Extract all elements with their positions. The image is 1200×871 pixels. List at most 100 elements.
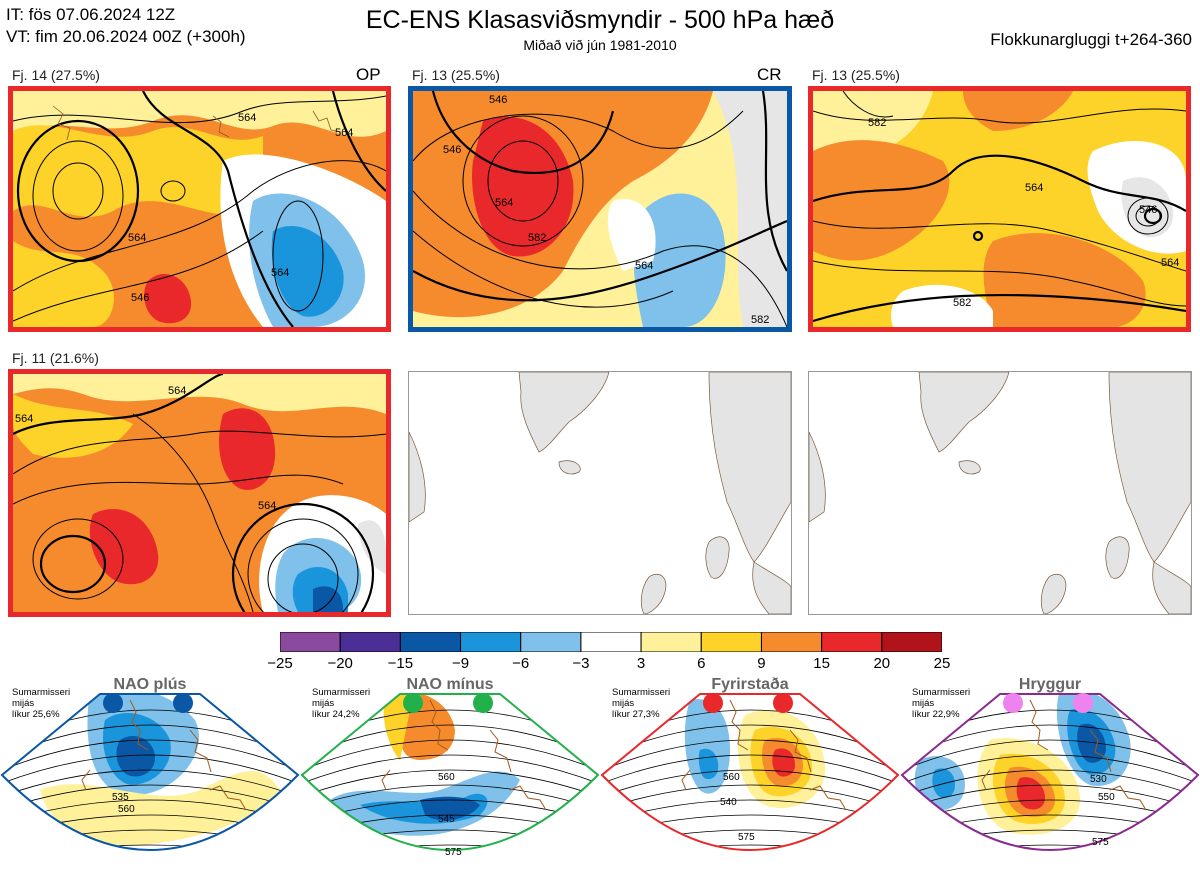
- anomaly-shading: [1067, 709, 1116, 775]
- cluster-map-4: 564 564 564: [8, 369, 391, 617]
- height-contour: [302, 769, 598, 798]
- colorbar-tick-label: −25: [267, 655, 293, 672]
- height-contour: [302, 829, 598, 850]
- height-contour: [602, 754, 898, 785]
- anomaly-shading: [1004, 766, 1055, 817]
- height-contour: [602, 739, 898, 772]
- regime-name: NAO plús: [113, 676, 187, 693]
- anomaly-shading: [102, 712, 171, 785]
- contour-label: 564: [15, 413, 33, 425]
- contour-label: 582: [953, 297, 971, 309]
- empty-map-5-graphic: [409, 372, 791, 614]
- height-contour: [602, 814, 898, 837]
- header-info: IT: fös 07.06.2024 12Z VT: fim 20.06.202…: [6, 4, 246, 48]
- anomaly-shading: [420, 796, 480, 821]
- it-line: IT: fös 07.06.2024 12Z: [6, 5, 176, 24]
- height-contour: [2, 724, 298, 759]
- height-contour: [902, 814, 1198, 837]
- panel-1-tag: OP: [356, 65, 381, 84]
- colorbar-swatch: [760, 631, 823, 653]
- contour-label: 582: [751, 314, 769, 326]
- contour-label: 564: [1025, 182, 1043, 194]
- anomaly-shading: [772, 748, 795, 777]
- height-contour: [2, 829, 298, 850]
- regime-dot: [173, 693, 193, 713]
- regime-dot: [473, 693, 493, 713]
- cluster-map-3: 582 564 546 564 582: [808, 86, 1191, 332]
- colorbar-tick-label: 6: [697, 655, 706, 672]
- panel-2-label: Fj. 13 (25.5%): [412, 67, 500, 83]
- regime-contour-label: 550: [1098, 792, 1115, 803]
- anomaly-shading: [750, 726, 813, 797]
- height-contour: [902, 739, 1198, 772]
- anomaly-shading: [1012, 850, 1045, 863]
- anomaly-shading: [360, 793, 488, 824]
- panel-2-tag: CR: [757, 65, 782, 84]
- height-contour: [902, 784, 1198, 811]
- cluster-map-1-graphic: 546 564 564 564 564: [13, 91, 386, 327]
- height-contour: [2, 754, 298, 785]
- contour-label: 564: [168, 385, 186, 397]
- anomaly-shading: [1016, 777, 1045, 810]
- height-contour: [302, 844, 598, 850]
- contour-label: 564: [335, 127, 353, 139]
- height-contour: [902, 769, 1198, 798]
- regime-contour-label: 530: [1090, 774, 1107, 785]
- regime-info-line: mijás: [12, 698, 35, 709]
- anomaly-shading: [1077, 723, 1106, 763]
- height-contour: [2, 784, 298, 811]
- anomaly-shading: [914, 756, 965, 811]
- height-contour: [602, 769, 898, 798]
- colorbar-tick-label: 3: [636, 655, 646, 672]
- colorbar-tick-label: 25: [933, 655, 951, 672]
- panel-3-label: Fj. 13 (25.5%): [812, 67, 900, 83]
- regime-contour-label: 545: [438, 814, 455, 825]
- anomaly-shading: [383, 694, 412, 760]
- regime-dot: [1003, 693, 1023, 713]
- height-contour: [302, 814, 598, 837]
- anomaly-shading: [116, 736, 155, 777]
- contour-label: 546: [131, 292, 149, 304]
- cluster-map-1: 546 564 564 564 564: [8, 86, 391, 332]
- contour-label: 546: [489, 94, 507, 106]
- colorbar-swatch: [881, 631, 943, 653]
- colorbar-swatch: [279, 631, 341, 653]
- height-contour: [302, 724, 598, 759]
- page-title: EC-ENS Klasasviðsmyndir - 500 hPa hæð: [365, 6, 835, 34]
- contour-label: 582: [868, 117, 886, 129]
- panel-4-label: Fj. 11 (21.6%): [12, 350, 99, 366]
- regime-dot: [103, 693, 123, 713]
- regime-info-line: líkur 25,6%: [12, 709, 60, 720]
- cluster-map-4-graphic: 564 564 564: [13, 374, 386, 612]
- contour-label: 582: [528, 232, 546, 244]
- height-contour: [302, 784, 598, 811]
- anomaly-shading: [698, 748, 719, 780]
- colorbar: [279, 631, 943, 653]
- colorbar-swatch: [339, 631, 401, 653]
- coastline: [981, 699, 1147, 811]
- contour-label: 564: [128, 232, 146, 244]
- regime-info: Sumarmisseri mijás líkur 22,9%: [912, 687, 970, 720]
- regime-info-line: líkur 27,3%: [612, 709, 660, 720]
- colorbar-swatch: [580, 631, 642, 653]
- height-contour: [2, 844, 298, 850]
- regime-info-line: Sumarmisseri: [912, 687, 971, 698]
- regime-info-line: líkur 24,2%: [312, 709, 360, 720]
- regime-info-line: Sumarmisseri: [612, 687, 671, 698]
- coastline: [81, 699, 247, 811]
- contour-label: 546: [1139, 204, 1157, 216]
- contour-label: 564: [635, 260, 653, 272]
- colorbar-swatch: [460, 631, 522, 653]
- contour-label: 564: [238, 112, 256, 124]
- colorbar-tick-label: −15: [387, 655, 414, 672]
- height-contour: [2, 799, 298, 824]
- colorbar-swatch: [640, 631, 702, 653]
- regime-contour-label: 535: [112, 792, 129, 803]
- height-contour: [2, 814, 298, 837]
- colorbar-swatch: [821, 631, 883, 653]
- height-contour: [902, 754, 1198, 785]
- colorbar-swatch: [399, 631, 462, 653]
- colorbar-tick-label: −3: [572, 655, 590, 672]
- anomaly-shading: [932, 768, 955, 799]
- height-contour: [2, 739, 298, 772]
